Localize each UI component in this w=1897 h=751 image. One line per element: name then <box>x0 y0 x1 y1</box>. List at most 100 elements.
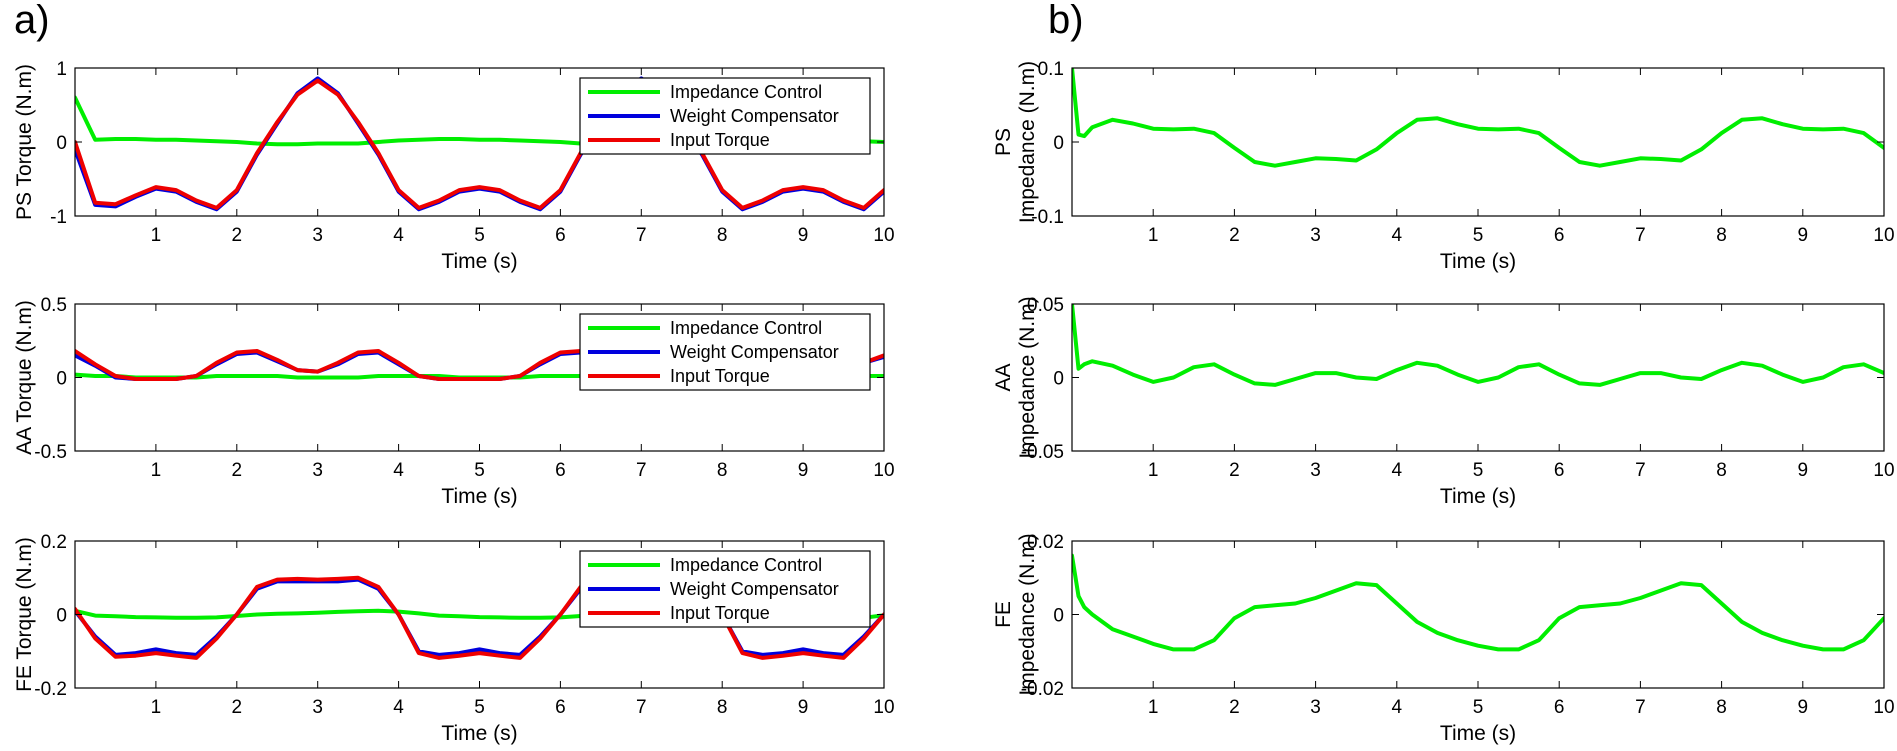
x-tick-label: 4 <box>393 697 404 718</box>
legend: Impedance Control Weight Compensator Input… <box>579 77 871 155</box>
x-tick-label: 1 <box>1148 225 1159 246</box>
x-tick-label: 4 <box>393 225 404 246</box>
x-axis-label: Time (s) <box>441 250 517 273</box>
series-line-1 <box>1072 553 1884 652</box>
x-tick-label: 3 <box>312 460 323 481</box>
x-tick-label: 2 <box>1229 460 1240 481</box>
chart-5: 1 2 3 4 5 6 7 8 9 10 -0.05 0 0.05 Time (s) AA Impedance… <box>992 295 1895 508</box>
plot-area <box>1072 68 1884 216</box>
x-tick-label: 7 <box>636 460 647 481</box>
x-tick-label: 7 <box>636 697 647 718</box>
y-axis-label-line2: Impedance (N.m) <box>1016 533 1039 695</box>
x-tick-label: 7 <box>1635 697 1646 718</box>
y-axis-label: FE Torque (N.m) <box>13 537 36 692</box>
series-line-3 <box>75 575 884 660</box>
x-tick-label: 6 <box>1554 697 1565 718</box>
chart-1: 1 2 3 4 5 6 7 8 9 10 -1 0 1 Time (s) PS Torque (N.m) Im… <box>13 59 895 273</box>
y-axis-label: AA Torque (N.m) <box>13 300 36 455</box>
x-tick-label: 8 <box>717 225 728 246</box>
legend: Impedance Control Weight Compensator Input… <box>579 313 871 391</box>
series-group <box>1072 553 1884 652</box>
x-tick-label: 1 <box>151 225 162 246</box>
legend-entry: Input Torque <box>670 366 770 386</box>
x-tick-label: 6 <box>1554 225 1565 246</box>
y-tick-label: -0.2 <box>34 679 67 700</box>
y-tick-label: 0 <box>1053 606 1064 627</box>
legend-entry: Input Torque <box>670 603 770 623</box>
x-tick-label: 4 <box>393 460 404 481</box>
x-tick-label: 8 <box>717 697 728 718</box>
y-tick-label: -0.05 <box>1021 442 1064 463</box>
x-tick-label: 3 <box>312 225 323 246</box>
x-tick-label: 10 <box>873 697 894 718</box>
x-tick-label: 4 <box>1392 460 1403 481</box>
y-axis-label: AA <box>992 363 1015 391</box>
x-tick-label: 10 <box>873 460 894 481</box>
y-tick-label: 0.5 <box>41 295 67 316</box>
x-axis-label: Time (s) <box>1440 485 1516 508</box>
x-tick-label: 7 <box>636 225 647 246</box>
x-tick-label: 3 <box>1310 225 1321 246</box>
y-tick-label: 0.02 <box>1027 532 1064 553</box>
y-axis-label-line2: Impedance (N.m) <box>1016 61 1039 223</box>
x-tick-label: 9 <box>1798 697 1809 718</box>
y-axis-label: FE <box>992 601 1015 628</box>
x-tick-label: 6 <box>555 460 566 481</box>
y-tick-label: 0 <box>56 133 67 154</box>
y-axis-label-line2: Impedance (N.m) <box>1016 296 1039 458</box>
y-tick-label: -0.1 <box>1031 207 1064 228</box>
y-tick-label: 0 <box>56 369 67 390</box>
x-tick-label: 5 <box>474 225 485 246</box>
x-tick-label: 2 <box>232 225 243 246</box>
x-tick-label: 4 <box>1392 225 1403 246</box>
x-tick-label: 8 <box>1716 697 1727 718</box>
x-tick-label: 9 <box>1798 460 1809 481</box>
x-tick-label: 9 <box>1798 225 1809 246</box>
y-tick-label: 1 <box>56 59 67 80</box>
x-axis-label: Time (s) <box>441 485 517 508</box>
x-tick-label: 3 <box>312 697 323 718</box>
x-axis-label: Time (s) <box>1440 722 1516 745</box>
plot-area <box>1072 304 1884 451</box>
y-tick-label: 0.2 <box>41 532 67 553</box>
x-tick-label: 7 <box>1635 225 1646 246</box>
x-tick-label: 2 <box>1229 225 1240 246</box>
plot-area <box>1072 541 1884 688</box>
legend-entry: Weight Compensator <box>670 342 839 362</box>
x-tick-label: 9 <box>798 460 809 481</box>
legend-entry: Impedance Control <box>670 555 822 575</box>
x-tick-label: 5 <box>1473 460 1484 481</box>
x-tick-label: 3 <box>1310 697 1321 718</box>
series-group <box>1072 68 1884 168</box>
panel-label-b: b) <box>1048 0 1084 42</box>
x-tick-label: 5 <box>1473 697 1484 718</box>
chart-6: 1 2 3 4 5 6 7 8 9 10 -0.02 0 0.02 Time (s) FE Impedance… <box>992 532 1895 745</box>
x-tick-label: 6 <box>1554 460 1565 481</box>
x-tick-label: 9 <box>798 697 809 718</box>
x-tick-label: 8 <box>1716 460 1727 481</box>
x-tick-label: 2 <box>1229 697 1240 718</box>
series-line-1 <box>1072 68 1884 168</box>
x-tick-label: 5 <box>474 697 485 718</box>
x-tick-label: 5 <box>1473 225 1484 246</box>
chart-3: 1 2 3 4 5 6 7 8 9 10 -0.2 0 0.2 Time (s) FE Torque (N.… <box>13 532 895 745</box>
y-axis-label: PS Torque (N.m) <box>13 64 36 220</box>
y-tick-label: -0.02 <box>1021 679 1064 700</box>
y-axis-label: PS <box>992 128 1015 156</box>
x-axis-label: Time (s) <box>1440 250 1516 273</box>
x-tick-label: 1 <box>1148 460 1159 481</box>
legend-entry: Weight Compensator <box>670 579 839 599</box>
x-tick-label: 8 <box>1716 225 1727 246</box>
y-tick-label: -0.5 <box>34 442 67 463</box>
x-tick-label: 2 <box>232 697 243 718</box>
series-line-3 <box>75 78 884 210</box>
y-tick-label: 0.1 <box>1038 59 1064 80</box>
x-tick-label: 7 <box>1635 460 1646 481</box>
x-tick-label: 5 <box>474 460 485 481</box>
y-tick-label: -1 <box>50 207 67 228</box>
x-tick-label: 8 <box>717 460 728 481</box>
series-line-1 <box>1072 304 1884 387</box>
y-tick-label: 0 <box>1053 133 1064 154</box>
